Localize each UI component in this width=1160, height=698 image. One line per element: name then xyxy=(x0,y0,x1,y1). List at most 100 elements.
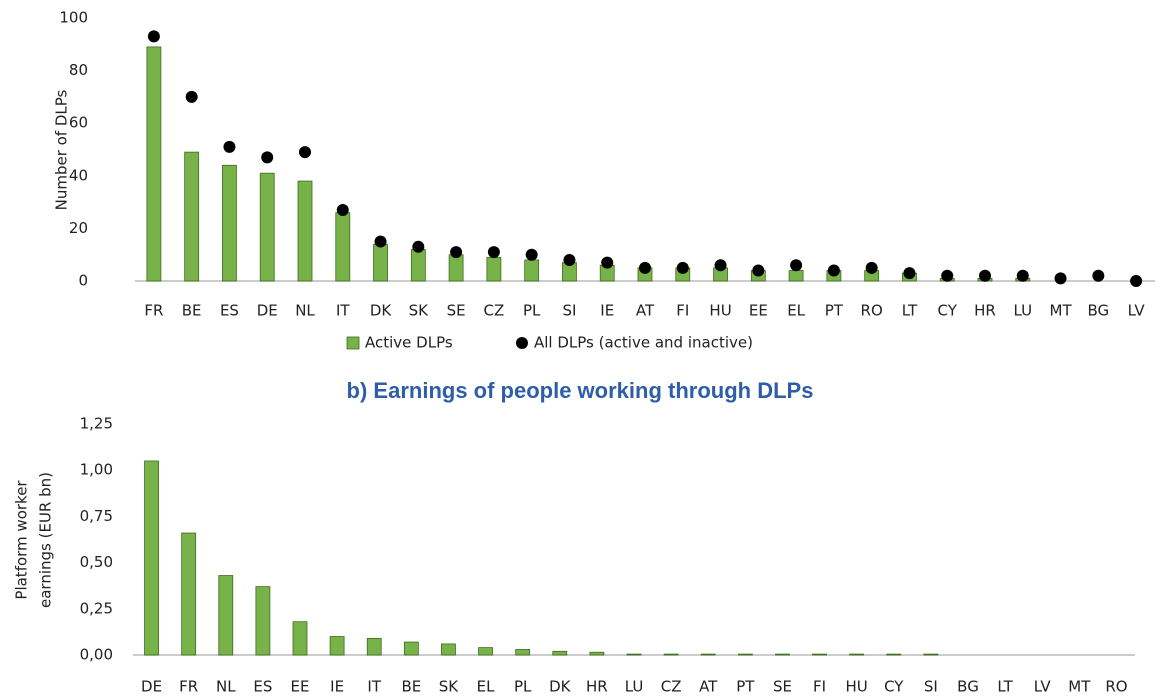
bar xyxy=(812,653,827,656)
legend-swatch xyxy=(516,337,528,349)
dot xyxy=(525,248,538,261)
x-tick-label: SE xyxy=(773,678,792,696)
x-tick-label: EE xyxy=(291,678,310,696)
x-tick-label: FI xyxy=(813,678,826,696)
x-tick-label: PT xyxy=(736,678,755,696)
x-tick-label: LT xyxy=(997,678,1013,696)
y-tick-label: 1,00 xyxy=(80,461,113,479)
x-tick-label: LV xyxy=(1034,678,1052,696)
dot xyxy=(261,151,274,164)
bar xyxy=(259,172,275,282)
bar xyxy=(373,243,388,282)
y-tick-label: 100 xyxy=(59,9,88,27)
bar xyxy=(297,180,313,282)
x-tick-label: SE xyxy=(447,302,466,320)
legend-label: All DLPs (active and inactive) xyxy=(534,334,753,352)
x-tick-label: CY xyxy=(884,678,904,696)
x-tick-label: IT xyxy=(367,678,381,696)
x-tick-label: MT xyxy=(1068,678,1091,696)
dot xyxy=(1016,269,1029,282)
bar xyxy=(181,532,197,656)
x-tick-label: AT xyxy=(699,678,718,696)
x-tick-label: AT xyxy=(636,302,655,320)
dot xyxy=(487,246,500,259)
y-tick-label: 80 xyxy=(69,61,88,79)
x-tick-label: CZ xyxy=(484,302,505,320)
chart-title: b) Earnings of people working through DL… xyxy=(347,378,814,403)
x-tick-label: DK xyxy=(370,302,393,320)
bar xyxy=(478,647,493,656)
y-tick-label: 0,50 xyxy=(80,553,113,571)
dot xyxy=(1092,269,1105,282)
dot xyxy=(563,253,576,266)
x-tick-label: FR xyxy=(144,302,163,320)
bar xyxy=(788,270,804,282)
x-tick-label: DK xyxy=(549,678,572,696)
dot xyxy=(752,264,765,277)
bar xyxy=(552,650,568,656)
x-tick-label: BE xyxy=(182,302,202,320)
dot xyxy=(147,30,160,43)
x-tick-label: EL xyxy=(477,678,495,696)
dot xyxy=(601,256,614,269)
x-tick-label: HR xyxy=(974,302,996,320)
x-tick-label: HU xyxy=(846,678,868,696)
x-tick-label: LV xyxy=(1128,302,1146,320)
x-tick-label: PL xyxy=(523,302,541,320)
x-tick-label: BG xyxy=(957,678,979,696)
dot xyxy=(979,269,991,282)
x-tick-label: RO xyxy=(1105,678,1127,696)
x-tick-label: SI xyxy=(562,302,576,320)
bar xyxy=(403,641,419,656)
dot xyxy=(790,259,803,272)
bar xyxy=(146,46,162,282)
x-tick-label: FR xyxy=(179,678,198,696)
dot xyxy=(185,90,198,103)
x-tick-label: BE xyxy=(401,678,421,696)
y-tick-label: 0,00 xyxy=(80,646,113,664)
dot xyxy=(903,267,916,280)
dot xyxy=(223,140,236,153)
y-tick-label: 60 xyxy=(69,114,88,132)
x-tick-label: LU xyxy=(625,678,644,696)
x-tick-label: FI xyxy=(676,302,689,320)
bar xyxy=(292,621,308,656)
dot xyxy=(865,261,878,274)
y-axis-label: Number of DLPs xyxy=(53,89,71,210)
x-tick-label: EL xyxy=(787,302,805,320)
dot xyxy=(412,240,425,253)
dot xyxy=(336,203,349,216)
bar xyxy=(144,460,159,656)
x-tick-label: HU xyxy=(709,302,731,320)
legend-swatch xyxy=(346,336,360,350)
y-axis-label: earnings (EUR bn) xyxy=(37,472,55,608)
bar xyxy=(335,212,351,282)
bar xyxy=(222,164,237,282)
bar xyxy=(218,575,234,656)
bar xyxy=(441,643,456,656)
dot xyxy=(639,261,651,274)
x-tick-label: RO xyxy=(861,302,883,320)
dot xyxy=(374,235,387,248)
x-tick-label: CY xyxy=(938,302,958,320)
y-tick-label: 0,25 xyxy=(80,599,113,617)
bar xyxy=(589,651,605,656)
y-tick-label: 1,25 xyxy=(80,415,113,433)
bar xyxy=(775,653,790,656)
dot xyxy=(1054,272,1067,285)
y-axis-label: Platform worker xyxy=(13,480,31,600)
x-tick-label: SK xyxy=(409,302,430,320)
x-tick-label: LT xyxy=(902,302,918,320)
dot xyxy=(714,259,727,272)
y-tick-label: 0 xyxy=(78,272,88,290)
x-tick-label: PL xyxy=(514,678,532,696)
x-tick-label: PT xyxy=(825,302,844,320)
x-tick-label: MT xyxy=(1050,302,1073,320)
x-tick-label: BG xyxy=(1088,302,1110,320)
bar xyxy=(923,653,939,656)
bar xyxy=(626,653,642,656)
x-tick-label: ES xyxy=(220,302,239,320)
bar xyxy=(849,653,865,656)
x-tick-label: SK xyxy=(439,678,460,696)
